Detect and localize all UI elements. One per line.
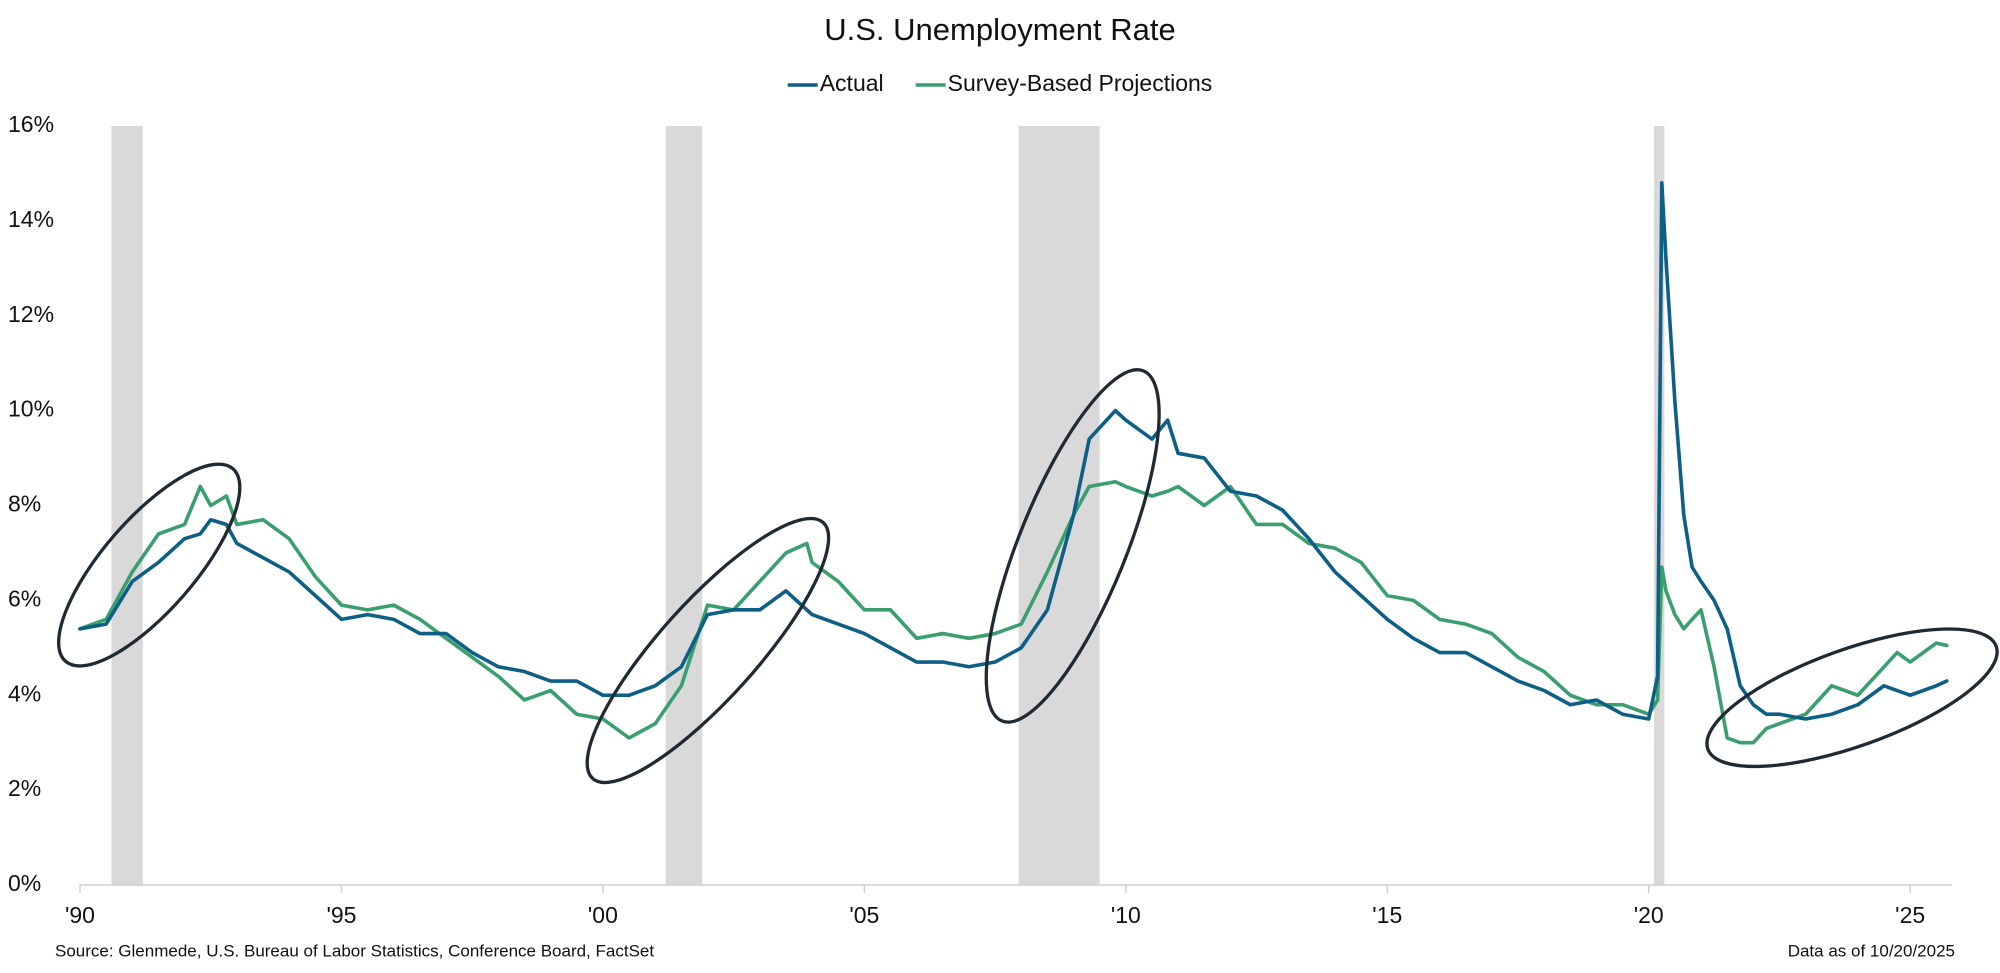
y-tick-label: 8% [8,491,41,517]
y-tick-label: 14% [8,206,54,232]
y-tick-label: 4% [8,680,41,706]
y-tick-label: 6% [8,585,41,611]
x-tick-label: '10 [1111,902,1141,928]
recession-band [111,126,143,885]
x-tick-label: '00 [588,902,618,928]
series-line [78,479,1949,745]
recession-band [665,126,703,885]
lines-layer [78,181,1949,745]
y-tick-label: 12% [8,301,54,327]
y-tick-label: 10% [8,396,54,422]
legend-item: Actual [787,70,884,96]
legend-label: Actual [820,70,884,96]
legend-label: Survey-Based Projections [948,70,1213,96]
y-tick-label: 2% [8,775,41,801]
x-tick-label: '25 [1895,902,1925,928]
background-layer [79,126,1952,893]
highlight-ellipses [57,368,1999,785]
highlight-ellipse [585,516,831,785]
series-line [78,181,1949,721]
y-tick-label: 0% [8,870,41,896]
x-tick-label: '20 [1634,902,1664,928]
legend: Actual Survey-Based Projections [787,70,1213,96]
highlight-ellipse [984,368,1161,724]
y-tick-label: 16% [8,111,54,137]
date-note: Data as of 10/20/2025 [1788,941,1955,960]
highlight-ellipse [1705,627,1999,769]
x-tick-label: '90 [65,902,95,928]
x-tick-label: '05 [849,902,879,928]
source-note: Source: Glenmede, U.S. Bureau of Labor S… [55,941,654,960]
highlight-ellipse [57,462,242,668]
x-tick-label: '95 [326,902,356,928]
legend-item: Survey-Based Projections [915,70,1213,96]
chart-title: U.S. Unemployment Rate [824,12,1175,47]
x-tick-label: '15 [1372,902,1402,928]
